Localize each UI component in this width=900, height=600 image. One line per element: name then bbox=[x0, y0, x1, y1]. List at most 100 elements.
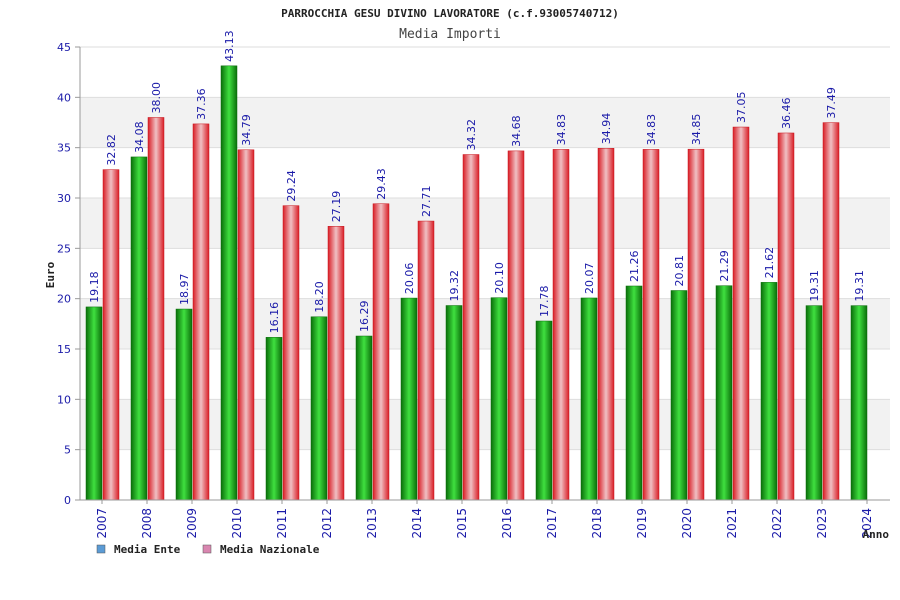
value-label: 34.32 bbox=[465, 119, 478, 151]
bar-media-ente-2021 bbox=[715, 285, 733, 501]
value-label: 20.07 bbox=[583, 262, 596, 294]
value-labels: 19.18 32.82 34.08 38.00 18.97 37.36 43.13 34.79… bbox=[88, 30, 866, 333]
value-label: 34.68 bbox=[510, 115, 523, 147]
value-label: 21.62 bbox=[763, 247, 776, 279]
value-label: 36.46 bbox=[780, 97, 793, 129]
grid-band bbox=[80, 97, 890, 148]
grid-band bbox=[80, 449, 890, 500]
bar-media-ente-2024 bbox=[850, 305, 868, 501]
grid-band bbox=[80, 248, 890, 299]
bar-media-nazionale-2022 bbox=[777, 132, 795, 501]
value-label: 34.94 bbox=[600, 113, 613, 145]
y-tick-label: 0 bbox=[64, 494, 71, 507]
x-tick-label: 2016 bbox=[500, 508, 514, 539]
value-label: 34.79 bbox=[240, 114, 253, 146]
bar-media-ente-2010 bbox=[220, 65, 238, 501]
y-tick-label: 20 bbox=[57, 293, 71, 306]
bar-media-ente-2011 bbox=[265, 337, 283, 501]
value-label: 19.18 bbox=[88, 271, 101, 303]
bar-media-nazionale-2018 bbox=[597, 148, 615, 501]
bar-media-ente-2009 bbox=[175, 308, 193, 501]
x-tick-label: 2010 bbox=[230, 508, 244, 539]
grid-lines bbox=[80, 46, 890, 501]
value-label: 38.00 bbox=[150, 82, 163, 114]
value-label: 29.43 bbox=[375, 168, 388, 200]
y-tick-label: 35 bbox=[57, 142, 71, 155]
legend: Media Ente Media Nazionale bbox=[96, 543, 320, 556]
grid-band bbox=[80, 47, 890, 98]
x-tick-label: 2018 bbox=[590, 508, 604, 539]
x-tick-label: 2019 bbox=[635, 508, 649, 539]
x-axis-label: Anno bbox=[863, 528, 890, 541]
value-label: 20.10 bbox=[493, 262, 506, 294]
bar-media-nazionale-2023 bbox=[822, 122, 840, 501]
value-label: 20.81 bbox=[673, 255, 686, 287]
x-tick-label: 2011 bbox=[275, 508, 289, 539]
bar-media-nazionale-2017 bbox=[552, 149, 570, 501]
value-label: 19.31 bbox=[853, 270, 866, 302]
bar-media-nazionale-2012 bbox=[327, 226, 345, 501]
bar-media-nazionale-2013 bbox=[372, 203, 390, 501]
value-label: 19.32 bbox=[448, 270, 461, 302]
x-tick-label: 2013 bbox=[365, 508, 379, 539]
bar-media-nazionale-2014 bbox=[417, 220, 435, 501]
bar-media-nazionale-2021 bbox=[732, 126, 750, 501]
value-label: 37.36 bbox=[195, 88, 208, 120]
bar-media-ente-2023 bbox=[805, 305, 823, 501]
x-tick-label: 2012 bbox=[320, 508, 334, 539]
bar-media-nazionale-2015 bbox=[462, 154, 480, 501]
value-label: 37.05 bbox=[735, 92, 748, 124]
x-tick-label: 2015 bbox=[455, 508, 469, 539]
grid-band bbox=[80, 399, 890, 450]
value-label: 20.06 bbox=[403, 263, 416, 295]
y-tick-label: 30 bbox=[57, 192, 71, 205]
value-label: 21.26 bbox=[628, 250, 641, 282]
x-tick-label: 2024 bbox=[860, 508, 874, 539]
legend-label-media-ente: Media Ente bbox=[114, 543, 181, 556]
x-axis-ticks: 2007 2008 2009 2010 2011 2012 2013 2014 2015 2016… bbox=[95, 500, 874, 539]
legend-swatch-media-nazionale bbox=[202, 544, 212, 554]
value-label: 27.71 bbox=[420, 186, 433, 218]
bar-media-nazionale-2009 bbox=[192, 123, 210, 501]
y-tick-label: 25 bbox=[57, 242, 71, 255]
value-label: 34.08 bbox=[133, 121, 146, 153]
bar-media-ente-2016 bbox=[490, 297, 508, 501]
x-tick-label: 2008 bbox=[140, 508, 154, 539]
bar-media-nazionale-2007 bbox=[102, 169, 120, 501]
value-label: 37.49 bbox=[825, 87, 838, 119]
y-axis-label: Euro bbox=[44, 261, 57, 288]
grid-band bbox=[80, 298, 890, 349]
bar-media-ente-2019 bbox=[625, 285, 643, 501]
chart-subtitle: Media Importi bbox=[399, 27, 501, 42]
value-label: 29.24 bbox=[285, 170, 298, 202]
bar-media-nazionale-2020 bbox=[687, 148, 705, 501]
value-label: 16.16 bbox=[268, 302, 281, 334]
bar-media-ente-2008 bbox=[130, 156, 148, 501]
bar-media-ente-2022 bbox=[760, 282, 778, 501]
y-axis-ticks: 0 5 10 15 20 25 30 35 40 45 bbox=[57, 41, 80, 507]
bar-media-ente-2013 bbox=[355, 335, 373, 501]
y-tick-label: 45 bbox=[57, 41, 71, 54]
grid-band bbox=[80, 147, 890, 198]
x-tick-label: 2021 bbox=[725, 508, 739, 539]
x-tick-label: 2022 bbox=[770, 508, 784, 539]
y-tick-label: 40 bbox=[57, 91, 71, 104]
bar-media-ente-2014 bbox=[400, 297, 418, 501]
legend-label-media-nazionale: Media Nazionale bbox=[220, 543, 320, 556]
grid-bands bbox=[80, 47, 890, 500]
value-label: 27.19 bbox=[330, 191, 343, 223]
bar-media-ente-2017 bbox=[535, 320, 553, 501]
grid-band bbox=[80, 198, 890, 249]
value-label: 18.20 bbox=[313, 281, 326, 313]
x-tick-label: 2023 bbox=[815, 508, 829, 539]
value-label: 34.83 bbox=[645, 114, 658, 146]
value-label: 18.97 bbox=[178, 274, 191, 306]
bar-media-nazionale-2010 bbox=[237, 149, 255, 501]
x-tick-label: 2020 bbox=[680, 508, 694, 539]
x-tick-label: 2007 bbox=[95, 508, 109, 539]
value-label: 16.29 bbox=[358, 301, 371, 333]
bar-media-ente-2020 bbox=[670, 290, 688, 501]
bar-media-nazionale-2019 bbox=[642, 149, 660, 501]
x-tick-label: 2017 bbox=[545, 508, 559, 539]
bar-media-ente-2012 bbox=[310, 316, 328, 501]
